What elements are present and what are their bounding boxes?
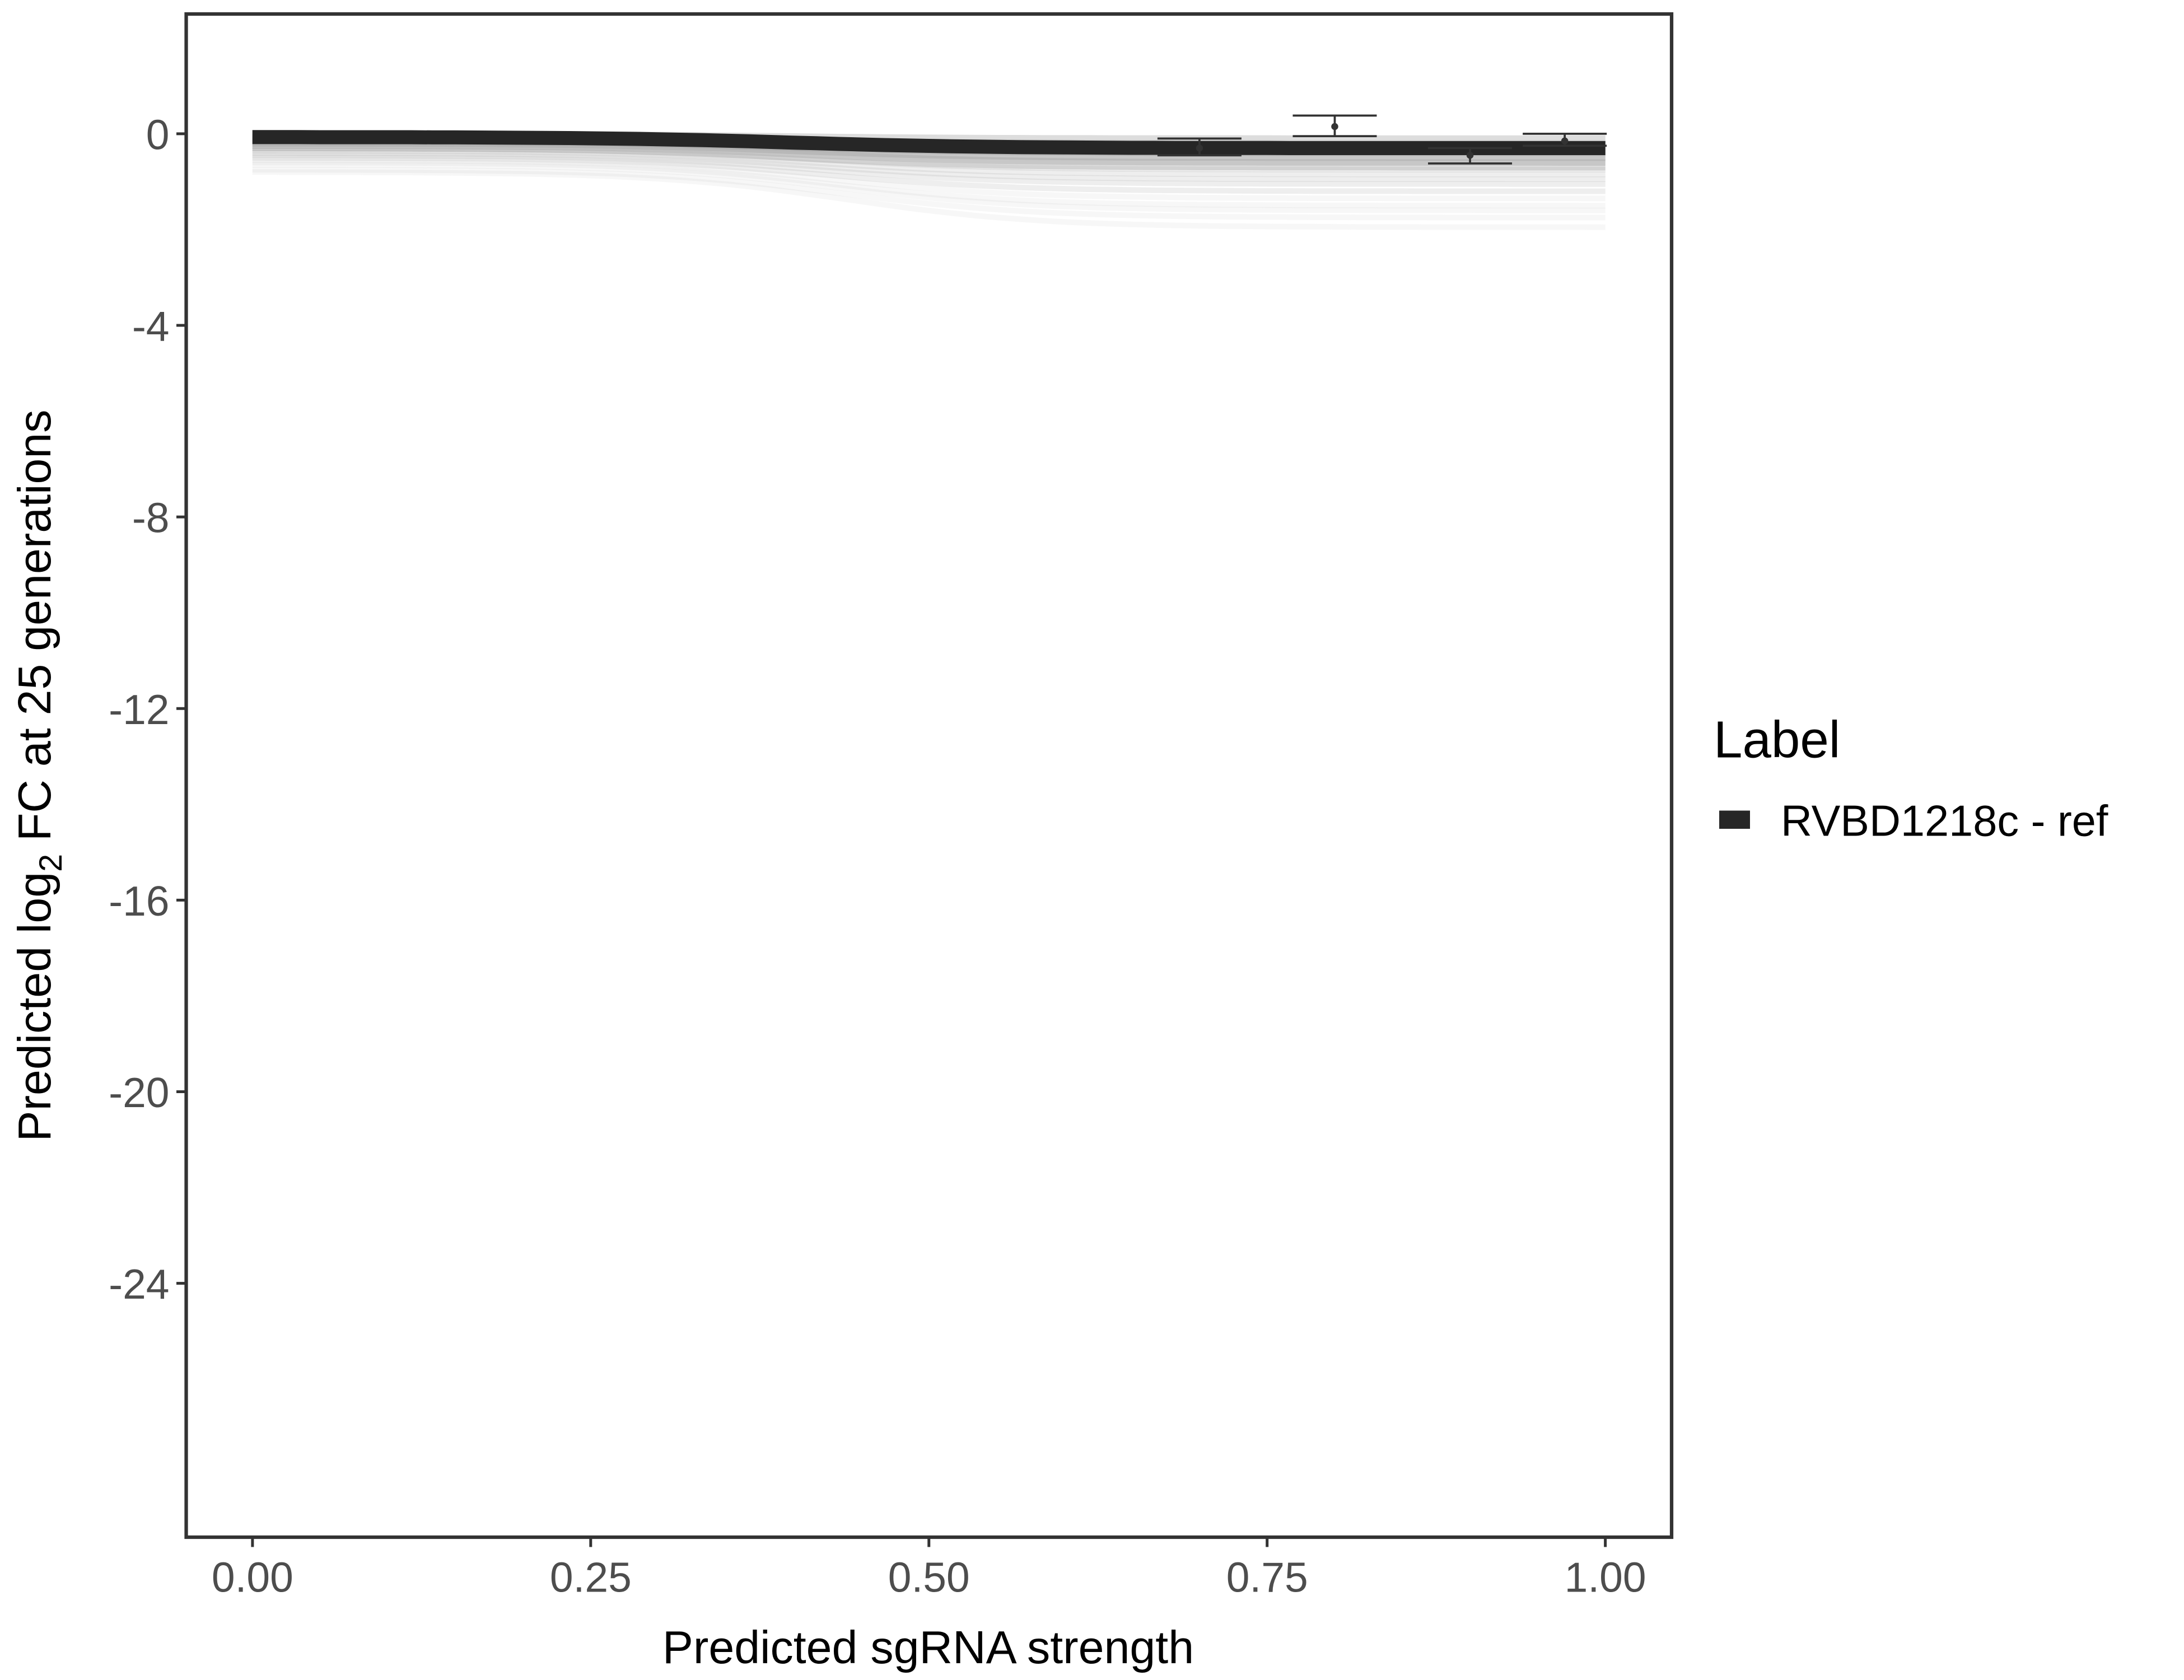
legend-key bbox=[1719, 810, 1750, 829]
posterior-draw-line bbox=[252, 160, 1606, 209]
posterior-draw-line bbox=[252, 167, 1606, 221]
x-tick-label: 0.75 bbox=[1226, 1554, 1308, 1601]
x-axis-label: Predicted sgRNA strength bbox=[662, 1622, 1194, 1673]
y-tick-label: 0 bbox=[146, 111, 170, 158]
panel-border bbox=[184, 12, 1674, 1539]
main-curve-group bbox=[252, 130, 1606, 155]
y-tick-label: -8 bbox=[132, 494, 170, 542]
posterior-draw-line bbox=[252, 169, 1606, 230]
x-tick-label: 0.25 bbox=[550, 1554, 632, 1601]
observed-points bbox=[1157, 114, 1607, 165]
y-axis: 0 -4 -8 -12 -16 -20 -24 bbox=[109, 111, 186, 1308]
x-tick-label: 1.00 bbox=[1565, 1554, 1646, 1601]
posterior-draw-line bbox=[252, 152, 1606, 187]
y-tick-label: -4 bbox=[132, 302, 170, 349]
posterior-draw-line bbox=[252, 157, 1606, 202]
observed-point bbox=[1196, 144, 1203, 152]
y-tick-label: -16 bbox=[109, 878, 169, 925]
posterior-draw-line bbox=[252, 140, 1606, 171]
posterior-draw-line bbox=[252, 150, 1606, 182]
observed-point bbox=[1331, 123, 1338, 130]
y-tick-label: -24 bbox=[109, 1261, 169, 1308]
legend-title: Label bbox=[1714, 711, 1840, 769]
observed-point bbox=[1561, 137, 1569, 144]
y-tick-label: -20 bbox=[109, 1069, 169, 1116]
posterior-draw-line bbox=[252, 145, 1606, 172]
x-tick-label: 0.00 bbox=[212, 1554, 293, 1601]
posterior-draw-line bbox=[252, 162, 1606, 213]
x-axis: 0.00 0.25 0.50 0.75 1.00 bbox=[212, 1537, 1646, 1601]
y-tick-label: -12 bbox=[109, 686, 169, 733]
legend-label: RVBD1218c - ref bbox=[1781, 797, 2108, 846]
posterior-draw-line bbox=[252, 155, 1606, 194]
posterior-draw-line bbox=[252, 147, 1606, 178]
main-curve-line bbox=[252, 130, 1606, 155]
observed-point bbox=[1466, 152, 1474, 159]
y-axis-label: Predicted log2 FC at 25 generations bbox=[9, 410, 69, 1142]
x-tick-label: 0.50 bbox=[888, 1554, 970, 1601]
